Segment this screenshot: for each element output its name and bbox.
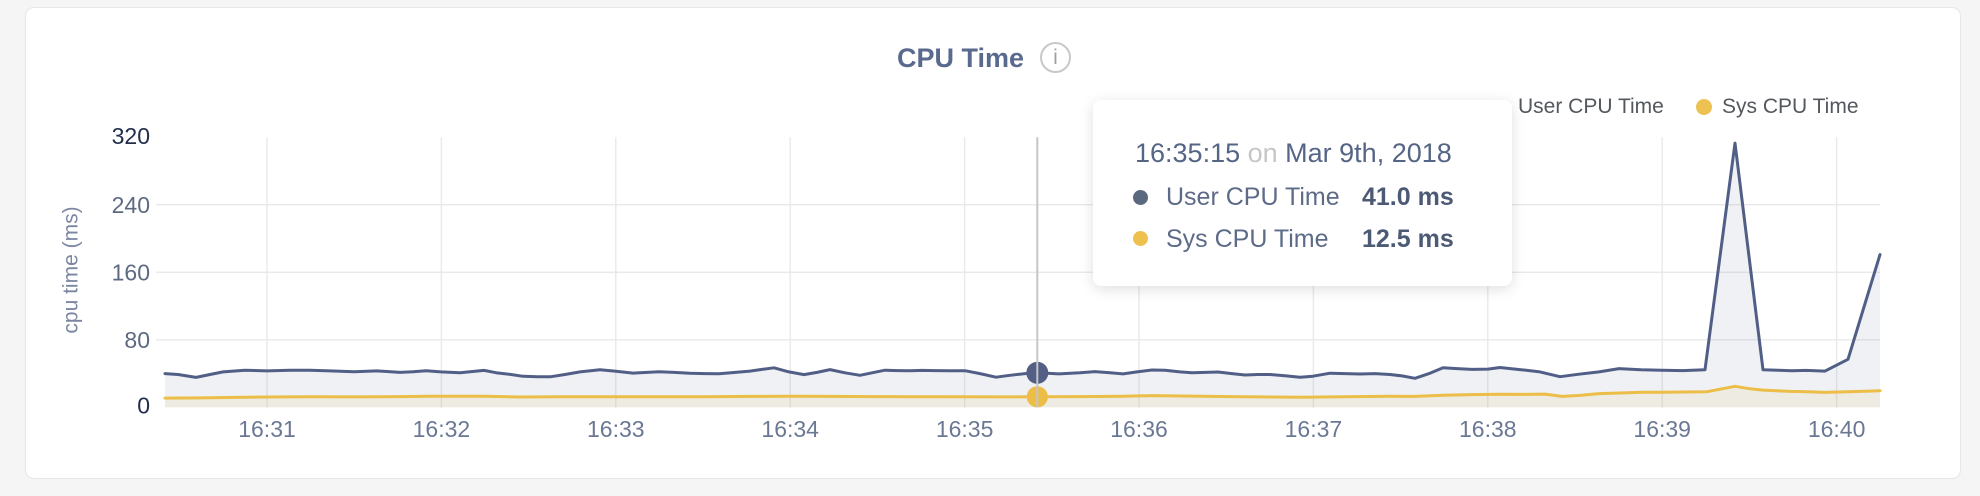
svg-text:16:38: 16:38	[1459, 416, 1517, 442]
svg-text:16:36: 16:36	[1110, 416, 1168, 442]
svg-text:16:37: 16:37	[1285, 416, 1343, 442]
svg-text:16:34: 16:34	[761, 416, 819, 442]
svg-text:16:39: 16:39	[1633, 416, 1691, 442]
svg-text:80: 80	[124, 327, 150, 353]
svg-text:320: 320	[112, 123, 150, 149]
svg-text:160: 160	[112, 259, 150, 285]
svg-text:16:32: 16:32	[413, 416, 471, 442]
svg-text:cpu time (ms): cpu time (ms)	[60, 206, 83, 333]
svg-text:240: 240	[112, 192, 150, 218]
svg-text:16:31: 16:31	[238, 416, 296, 442]
svg-text:16:40: 16:40	[1808, 416, 1866, 442]
svg-text:16:33: 16:33	[587, 416, 645, 442]
svg-text:16:35: 16:35	[936, 416, 994, 442]
svg-text:0: 0	[137, 393, 150, 419]
